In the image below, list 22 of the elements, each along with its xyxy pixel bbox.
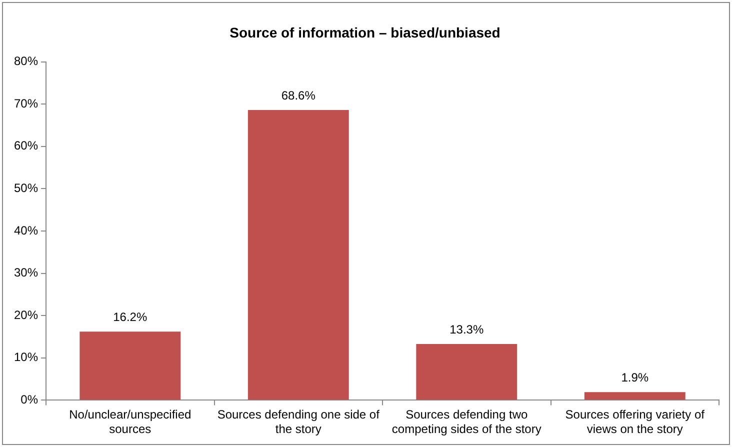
- bar: [248, 110, 349, 400]
- y-tick-label: 30%: [14, 266, 38, 280]
- y-tick-label: 0%: [20, 392, 38, 407]
- y-tick-label: 20%: [14, 308, 38, 322]
- data-label: 1.9%: [621, 370, 649, 384]
- chart-title: Source of information – biased/unbiased: [230, 24, 500, 40]
- data-label: 13.3%: [450, 322, 484, 336]
- x-tick-label: No/unclear/unspecified sources: [69, 408, 192, 436]
- y-tick-label: 40%: [14, 223, 38, 238]
- data-label: 16.2%: [113, 310, 148, 324]
- y-tick-label: 10%: [14, 350, 38, 364]
- bar: [584, 392, 686, 400]
- bar: [80, 332, 181, 400]
- data-label: 68.6%: [281, 88, 316, 102]
- y-tick-label: 60%: [14, 138, 38, 153]
- x-tick-label: Sources defending two competing sides of the story: [392, 408, 542, 436]
- x-tick-label: Sources defending one side of the story: [217, 408, 380, 436]
- x-tick-label: Sources offering variety of views on the story: [565, 408, 706, 436]
- bar: [416, 344, 518, 400]
- y-tick-label: 50%: [14, 181, 38, 196]
- y-tick-label: 80%: [14, 54, 38, 68]
- y-tick-label: 70%: [14, 96, 38, 110]
